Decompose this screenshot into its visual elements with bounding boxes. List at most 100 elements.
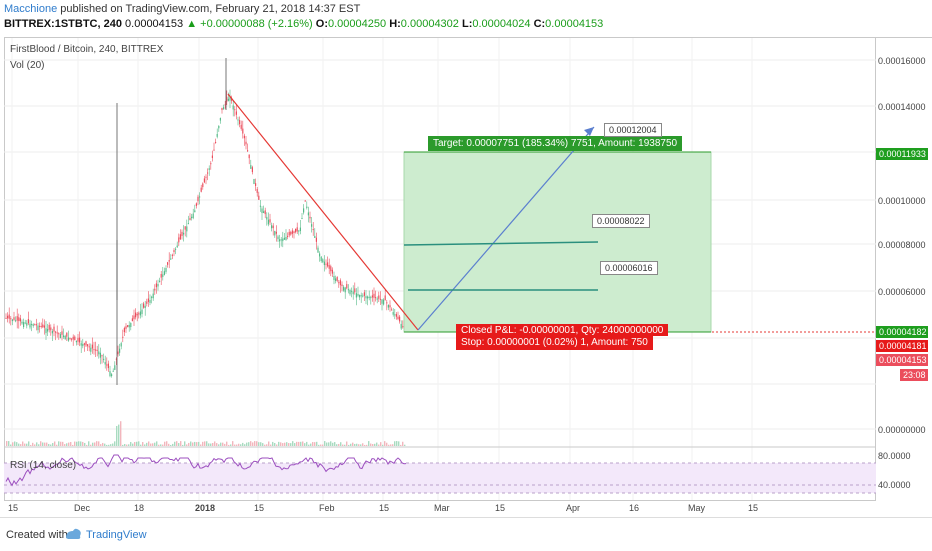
volume-bar	[356, 443, 358, 446]
volume-bar	[248, 442, 250, 446]
candle-body	[87, 344, 89, 347]
stop-label[interactable]: Stop: 0.00000001 (0.02%) 1, Amount: 750	[456, 335, 653, 350]
candle-body	[39, 325, 41, 327]
volume-bar	[160, 444, 162, 446]
volume-bar	[328, 442, 330, 446]
price-note-1[interactable]: 0.00012004	[604, 123, 662, 137]
volume-bar	[78, 441, 80, 446]
candle-body	[184, 226, 186, 230]
candle-body	[63, 335, 65, 338]
candle-body	[42, 324, 44, 328]
candle-body	[187, 223, 189, 225]
volume-bar	[374, 443, 376, 446]
volume-bar	[90, 444, 92, 446]
x-tick: 15	[254, 503, 265, 513]
ohlc-line: BITTREX:1STBTC, 240 0.00004153 ▲ +0.0000…	[4, 18, 603, 30]
candle-body	[199, 196, 201, 198]
trendline[interactable]	[227, 93, 419, 331]
volume-bar	[114, 441, 116, 446]
candle-body	[72, 336, 74, 340]
volume-bar	[174, 441, 176, 446]
volume-bar	[166, 441, 168, 446]
candle-body	[11, 319, 13, 322]
volume-bar	[336, 444, 338, 446]
candle-body	[402, 326, 404, 328]
high-value: 0.00004302	[400, 18, 459, 30]
candle-body	[151, 296, 153, 298]
price-note-2[interactable]: 0.00008022	[592, 214, 650, 228]
candle-body	[194, 210, 196, 213]
y-tick: 0.00014000	[878, 102, 926, 112]
candle-body	[123, 327, 125, 333]
candle-body	[335, 278, 337, 282]
price-note-3[interactable]: 0.00006016	[600, 261, 658, 275]
volume-bar	[138, 441, 140, 446]
volume-bar	[158, 444, 160, 446]
volume-bar	[40, 441, 42, 446]
volume-bar	[184, 441, 186, 446]
target-zone[interactable]	[403, 151, 712, 333]
y-tick: 0.00008000	[878, 240, 926, 250]
candle-body	[359, 294, 361, 298]
candle-body	[267, 219, 269, 225]
volume-bar	[288, 443, 290, 446]
volume-bar	[358, 444, 360, 446]
candle-body	[173, 250, 175, 252]
volume-bar	[242, 442, 244, 446]
y-tick: 0.00006000	[878, 287, 926, 297]
candle-body	[141, 309, 143, 315]
arrow-head-icon	[584, 127, 594, 136]
candle-body	[314, 235, 316, 238]
volume-bar	[192, 442, 194, 446]
low-label: L:	[461, 18, 473, 30]
candle-body	[143, 303, 145, 308]
volume-bar	[70, 441, 72, 446]
volume-bar	[378, 444, 380, 446]
candle-body	[381, 299, 383, 304]
candle-body	[357, 294, 359, 296]
volume-bar	[200, 444, 202, 446]
volume-bar	[172, 443, 174, 446]
low-value: 0.00004024	[472, 18, 531, 30]
projection-arrow[interactable]	[417, 126, 595, 331]
volume-bar	[100, 444, 102, 446]
publish-info: published on TradingView.com, February 2…	[60, 3, 361, 15]
volume-bar	[20, 444, 22, 446]
volume-bar	[384, 441, 386, 446]
candle-body	[319, 253, 321, 257]
level-line-1[interactable]	[403, 241, 599, 246]
x-tick: 15	[748, 503, 759, 513]
target-label[interactable]: Target: 0.00007751 (185.34%) 7751, Amoun…	[428, 136, 683, 151]
volume-bar	[240, 444, 242, 446]
candle-body	[203, 178, 205, 183]
volume-bar	[44, 442, 46, 446]
candle-body	[378, 295, 380, 299]
volume-bar	[148, 441, 150, 446]
x-tick: 2018	[195, 503, 216, 513]
candle-body	[64, 336, 66, 340]
candle-body	[312, 229, 314, 231]
tradingview-brand[interactable]: TradingView	[86, 529, 147, 541]
last-price: 0.00004153	[125, 18, 184, 30]
candle-body	[330, 266, 332, 272]
candle-body	[349, 290, 351, 295]
close-label: C:	[533, 18, 546, 30]
candle-body	[327, 262, 329, 267]
volume-bar	[170, 444, 172, 446]
volume-bar	[120, 421, 122, 446]
closed-pnl-label[interactable]: Closed P&L: -0.00000001, Qty: 2400000000…	[456, 324, 669, 336]
candle-body	[375, 297, 377, 299]
x-tick: Dec	[74, 503, 91, 513]
x-tick: Apr	[566, 503, 581, 513]
candle-body	[69, 337, 71, 339]
volume-bar	[84, 442, 86, 446]
candle-body	[37, 325, 39, 331]
candle-body	[368, 296, 370, 298]
x-tick: 15	[495, 503, 506, 513]
candle-body	[271, 225, 273, 229]
candle-body	[34, 324, 36, 326]
price-axis[interactable]	[876, 37, 932, 501]
author-link[interactable]: Macchione	[4, 3, 58, 15]
candle-body	[215, 141, 217, 143]
